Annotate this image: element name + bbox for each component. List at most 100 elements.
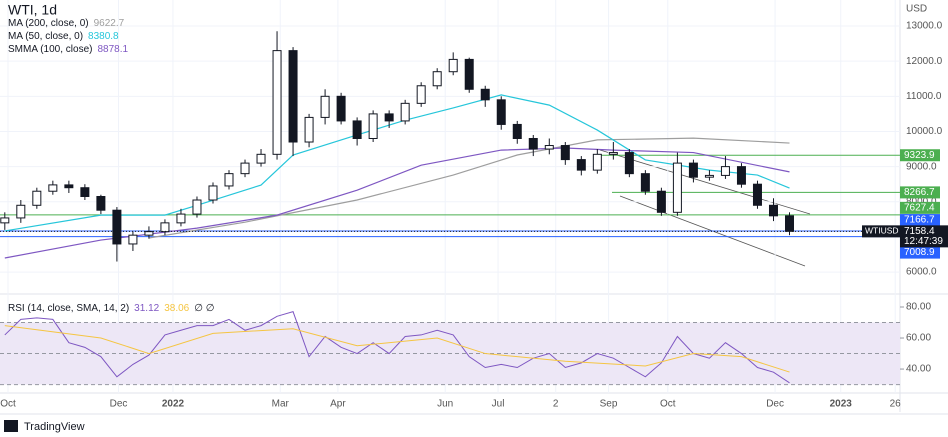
legend-value: 8878.1 bbox=[97, 44, 128, 55]
x-tick-label: Jul bbox=[492, 399, 505, 410]
candle-body bbox=[176, 213, 186, 224]
y-tick-label: 9000.0 bbox=[906, 161, 937, 172]
candle-body bbox=[624, 152, 634, 175]
candle-body bbox=[256, 153, 266, 164]
level-label: 7627.4 bbox=[904, 203, 935, 214]
rsi-ma-value: 38.06 bbox=[164, 303, 189, 314]
legend-entry: MA (50, close, 0) 8380.8 bbox=[8, 31, 119, 42]
candle-body bbox=[32, 190, 42, 206]
legend-name: MA (200, close, 0) bbox=[8, 18, 89, 29]
candle-body bbox=[608, 152, 618, 155]
rsi-legend: RSI (14, close, SMA, 14, 2) 31.12 38.06 ∅ ∅ bbox=[8, 303, 214, 314]
candle-body bbox=[48, 184, 58, 192]
brand: TradingView bbox=[24, 421, 85, 433]
candle-body bbox=[560, 145, 570, 161]
x-tick-label: Oct bbox=[660, 399, 676, 410]
candle-body bbox=[128, 234, 138, 245]
rsi-na: ∅ ∅ bbox=[194, 303, 214, 314]
y-tick-label: 11000.0 bbox=[906, 91, 942, 102]
candle-body bbox=[544, 145, 554, 150]
candle-body bbox=[576, 159, 586, 171]
candle-body bbox=[240, 162, 250, 175]
candle-body bbox=[0, 217, 10, 224]
candle-body bbox=[720, 166, 730, 176]
legend-value: 8380.8 bbox=[88, 31, 119, 42]
candle-body bbox=[672, 162, 682, 213]
candle-body bbox=[160, 222, 170, 233]
candle-body bbox=[208, 185, 218, 201]
candle-body bbox=[448, 58, 458, 73]
x-tick-label: 2023 bbox=[830, 399, 853, 410]
candle-body bbox=[112, 209, 122, 245]
x-tick-label: Dec bbox=[110, 399, 128, 410]
candle-body bbox=[16, 204, 26, 219]
rsi-tick-label: 40.00 bbox=[906, 364, 931, 375]
legend-value: 9622.7 bbox=[94, 18, 125, 29]
candle-body bbox=[785, 215, 795, 232]
candle-body bbox=[352, 120, 362, 139]
candle-body bbox=[192, 199, 202, 215]
rsi-tick-label: 60.00 bbox=[906, 333, 931, 344]
candle-body bbox=[736, 166, 746, 185]
legend-entry: SMMA (100, close) 8878.1 bbox=[8, 44, 129, 55]
candle-body bbox=[320, 95, 330, 118]
candle-body bbox=[224, 173, 234, 187]
candle-body bbox=[480, 88, 490, 101]
rsi-tick-label: 80.00 bbox=[906, 302, 931, 313]
candle-body bbox=[496, 99, 506, 125]
candle-body bbox=[688, 162, 698, 178]
candle-body bbox=[768, 204, 778, 217]
candle-body bbox=[432, 71, 442, 87]
legend-entry: MA (200, close, 0) 9622.7 bbox=[8, 18, 125, 29]
candle-body bbox=[464, 58, 474, 90]
x-tick-label: Sep bbox=[600, 399, 618, 410]
legend-name: SMMA (100, close) bbox=[8, 44, 92, 55]
rsi-ma-line bbox=[4, 325, 790, 373]
candle-body bbox=[272, 50, 282, 155]
candle-body bbox=[80, 187, 90, 197]
rsi-line bbox=[4, 311, 790, 384]
candle-body bbox=[384, 113, 394, 122]
candle-body bbox=[304, 116, 314, 143]
y-tick-label: 6000.0 bbox=[906, 267, 937, 278]
x-tick-label: Apr bbox=[330, 399, 346, 410]
level-label-box bbox=[900, 186, 940, 199]
x-tick-label: 26 bbox=[890, 399, 902, 410]
level-label: 7008.9 bbox=[904, 247, 935, 258]
legend-name: MA (50, close, 0) bbox=[8, 31, 83, 42]
x-tick-label: Oct bbox=[0, 399, 16, 410]
countdown: 12:47:39 bbox=[904, 236, 943, 247]
level-label: 7166.7 bbox=[904, 215, 935, 226]
candle-body bbox=[528, 137, 538, 150]
ma-line bbox=[148, 137, 790, 239]
x-tick-label: 2 bbox=[553, 399, 559, 410]
logo bbox=[4, 420, 18, 432]
y-tick-label: 12000.0 bbox=[906, 56, 943, 67]
last-price-label: 7158.4 bbox=[904, 226, 935, 237]
level-label-box bbox=[900, 149, 940, 162]
last-price-box bbox=[900, 225, 948, 248]
y-tick-label: 13000.0 bbox=[906, 21, 943, 32]
level-label-box bbox=[900, 214, 940, 227]
level-label-box bbox=[900, 246, 940, 259]
y-tick-label: 10000.0 bbox=[906, 126, 943, 137]
chart-title: WTI, 1d bbox=[8, 2, 57, 18]
candle-body bbox=[336, 95, 346, 122]
x-tick-label: Mar bbox=[272, 399, 290, 410]
level-label-box bbox=[900, 201, 940, 214]
candle-body bbox=[96, 195, 106, 211]
candle-body bbox=[656, 190, 666, 213]
candle-body bbox=[704, 174, 714, 178]
level-label: 9323.9 bbox=[904, 150, 935, 161]
symbol-label: WTIUSD bbox=[865, 226, 899, 236]
x-tick-label: Jun bbox=[437, 399, 453, 410]
candle-body bbox=[288, 50, 298, 143]
rsi-title: RSI (14, close, SMA, 14, 2) bbox=[8, 303, 129, 314]
candle-body bbox=[144, 231, 154, 236]
candle-body bbox=[512, 123, 522, 139]
x-tick-label: Dec bbox=[766, 399, 784, 410]
candle-body bbox=[640, 173, 650, 192]
candle-body bbox=[400, 102, 410, 122]
rsi-value: 31.12 bbox=[134, 303, 159, 314]
